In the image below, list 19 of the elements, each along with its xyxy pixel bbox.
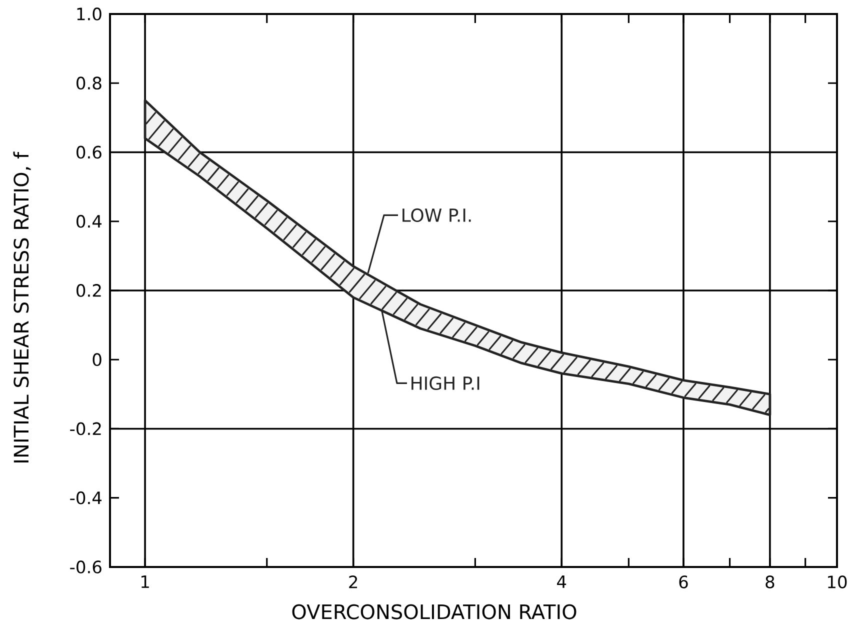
y-tick-label: 0.4 bbox=[76, 214, 102, 228]
x-tick-label: 1 bbox=[141, 576, 149, 588]
annotation: HIGH P.I bbox=[412, 376, 480, 390]
y-tick-label: 1.0 bbox=[77, 8, 102, 20]
y-axis-title: INITIAL SHEAR STRESS RATIO, f bbox=[13, 152, 31, 462]
y-tick-label: -0.4 bbox=[70, 491, 102, 504]
y-tick-label: -0.6 bbox=[70, 560, 102, 574]
x-tick-label: 4 bbox=[557, 576, 566, 588]
y-tick-label: 0.2 bbox=[76, 284, 101, 297]
x-tick-label: 6 bbox=[679, 576, 688, 588]
x-tick-label: 8 bbox=[766, 576, 774, 588]
y-tick-label: -0.2 bbox=[70, 422, 101, 436]
x-tick-label: 10 bbox=[828, 576, 847, 588]
x-tick-label: 2 bbox=[349, 576, 358, 588]
y-tick-label: 0 bbox=[92, 353, 102, 366]
annotation: LOW P.I. bbox=[402, 208, 471, 222]
y-tick-label: 0.8 bbox=[76, 76, 102, 90]
y-tick-label: 0.6 bbox=[76, 146, 102, 159]
x-axis-title: OVERCONSOLIDATION RATIO bbox=[292, 604, 576, 620]
